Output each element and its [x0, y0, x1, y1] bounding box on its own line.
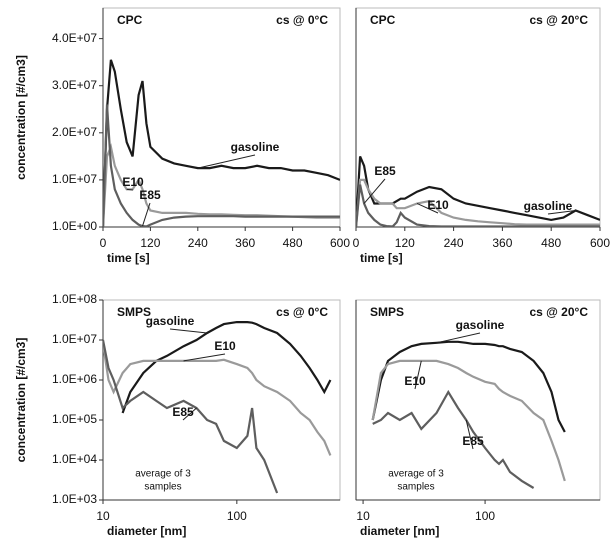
- series-line: [121, 321, 332, 414]
- series-line: [103, 59, 340, 227]
- y-tick-label: 3.0E+07: [52, 78, 97, 92]
- panel-title: CPC: [117, 13, 143, 27]
- label-leader: [465, 419, 474, 450]
- y-tick-label: 1.0E+04: [52, 452, 97, 466]
- x-axis-label: time [s]: [107, 251, 150, 265]
- x-tick-label: 10: [356, 509, 370, 523]
- y-tick-label: 1.0E+08: [52, 292, 97, 306]
- series-label: gasoline: [456, 318, 505, 332]
- x-tick-label: 0: [353, 236, 360, 250]
- series-line: [371, 340, 566, 433]
- series-line: [103, 343, 332, 456]
- panel-subtitle: cs @ 0°C: [276, 305, 328, 319]
- panel-subtitle: cs @ 20°C: [529, 305, 588, 319]
- series-label: E85: [462, 434, 484, 448]
- y-tick-label: 4.0E+07: [52, 31, 97, 45]
- panel-title: SMPS: [117, 305, 151, 319]
- panel-title: CPC: [370, 13, 396, 27]
- label-leader: [197, 154, 256, 169]
- panel-title: SMPS: [370, 305, 404, 319]
- y-axis-label: concentration [#/cm3]: [14, 338, 28, 463]
- label-leader: [414, 360, 422, 390]
- x-tick-label: 100: [227, 509, 247, 523]
- series-line: [372, 389, 535, 489]
- series-line: [371, 359, 566, 482]
- series-label: E10: [122, 175, 144, 189]
- plot-frame: [355, 7, 601, 228]
- x-tick-label: 480: [283, 236, 303, 250]
- annotation: samples: [144, 482, 181, 493]
- x-tick-label: 10: [96, 509, 110, 523]
- y-tick-label: 1.0E+07: [52, 332, 97, 346]
- x-tick-label: 120: [395, 236, 415, 250]
- label-leader: [126, 188, 134, 191]
- series-label: E85: [139, 188, 161, 202]
- x-tick-label: 360: [235, 236, 255, 250]
- x-tick-label: 360: [492, 236, 512, 250]
- x-axis-label: diameter [nm]: [107, 524, 186, 538]
- series-label: gasoline: [146, 314, 195, 328]
- x-tick-label: 600: [590, 236, 610, 250]
- series-label: E85: [172, 405, 194, 419]
- annotation: samples: [397, 482, 434, 493]
- x-tick-label: 100: [475, 509, 495, 523]
- x-tick-label: 600: [330, 236, 350, 250]
- label-leader: [363, 178, 386, 204]
- series-label: gasoline: [524, 199, 573, 213]
- series-group: [371, 340, 566, 489]
- panel-subtitle: cs @ 20°C: [529, 13, 588, 27]
- label-leader: [169, 328, 208, 334]
- series-label: E10: [404, 374, 426, 388]
- series-line: [103, 104, 340, 227]
- series-label: gasoline: [231, 140, 280, 154]
- x-tick-label: 480: [541, 236, 561, 250]
- label-leader: [547, 210, 576, 215]
- y-axis-label: concentration [#/cm3]: [14, 55, 28, 180]
- y-tick-label: 1.0E+03: [52, 492, 97, 506]
- series-group: [103, 59, 340, 227]
- annotation: average of 3: [388, 469, 444, 480]
- y-tick-label: 1.0E+00: [52, 219, 97, 233]
- series-label: E85: [374, 164, 396, 178]
- label-leader: [416, 202, 439, 214]
- label-leader: [183, 353, 226, 362]
- series-group: [356, 155, 600, 227]
- label-leader: [142, 202, 151, 227]
- label-leader: [182, 407, 197, 421]
- y-tick-label: 2.0E+07: [52, 125, 97, 139]
- series-label: E10: [427, 198, 449, 212]
- series-line: [356, 155, 600, 227]
- series-line: [356, 178, 600, 227]
- x-tick-label: 0: [100, 236, 107, 250]
- y-tick-label: 1.0E+05: [52, 412, 97, 426]
- y-tick-label: 1.0E+06: [52, 372, 97, 386]
- y-tick-label: 1.0E+07: [52, 172, 97, 186]
- series-label: E10: [214, 339, 236, 353]
- x-tick-label: 120: [140, 236, 160, 250]
- x-tick-label: 240: [444, 236, 464, 250]
- x-axis-label: diameter [nm]: [360, 524, 439, 538]
- panel-subtitle: cs @ 0°C: [276, 13, 328, 27]
- label-leader: [436, 332, 481, 344]
- x-tick-label: 240: [188, 236, 208, 250]
- series-line: [356, 184, 600, 227]
- annotation: average of 3: [135, 469, 191, 480]
- x-axis-label: time [s]: [360, 251, 403, 265]
